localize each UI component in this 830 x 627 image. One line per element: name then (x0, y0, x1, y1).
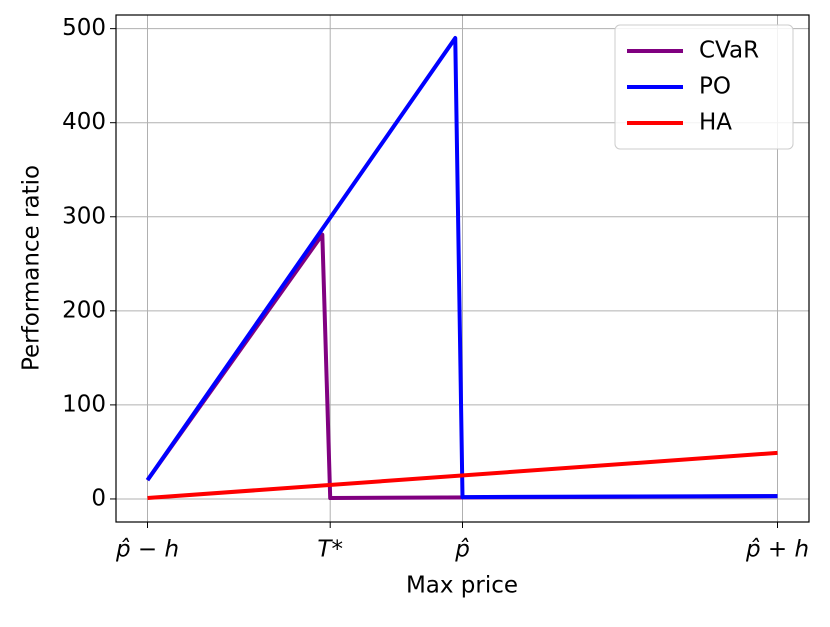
y-tick-label: 400 (62, 109, 106, 135)
x-tick-label: p̂ (454, 537, 470, 563)
series-line (147, 450, 778, 501)
x-tick-label: T* (317, 537, 343, 563)
y-tick-label: 300 (62, 203, 106, 229)
x-tick-label: p̂ + h (745, 537, 809, 563)
legend-label: CVaR (699, 38, 759, 64)
y-tick-label: 0 (91, 485, 106, 511)
y-tick-label: 500 (62, 15, 106, 41)
y-axis-label: Performance ratio (19, 165, 45, 371)
x-tick-label: p̂ − h (115, 537, 179, 563)
y-tick-label: 200 (62, 297, 106, 323)
legend-label: HA (699, 110, 732, 136)
y-tick-label: 100 (62, 391, 106, 417)
series-line (145, 36, 778, 500)
legend-label: PO (699, 74, 731, 100)
legend-box (614, 24, 794, 150)
plot-frame (115, 14, 810, 523)
x-axis-label: Max price (406, 573, 518, 599)
